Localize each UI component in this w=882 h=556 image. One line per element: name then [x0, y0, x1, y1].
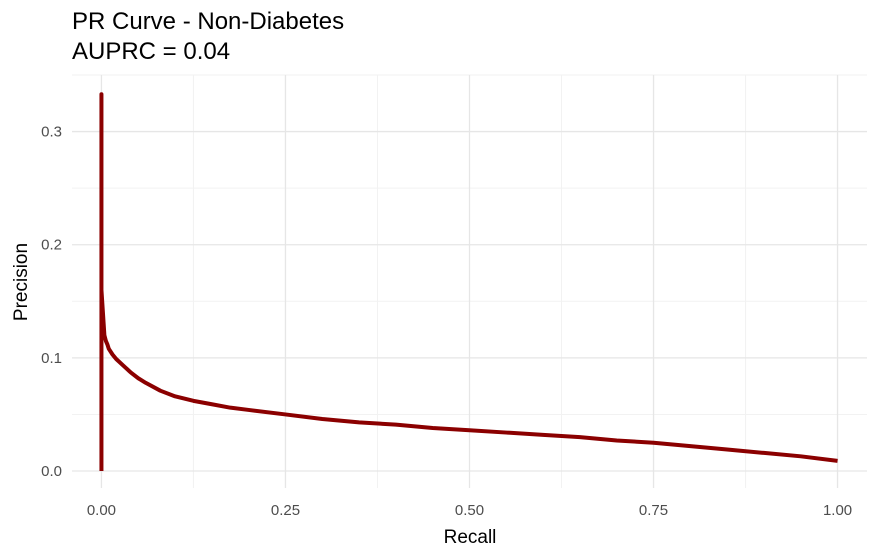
x-axis-label: Recall [444, 527, 497, 548]
x-tick-label: 1.00 [823, 502, 852, 519]
y-tick-labels: 0.0 0.1 0.2 0.3 [41, 124, 62, 480]
chart-title: PR Curve - Non-Diabetes [72, 8, 345, 35]
y-tick-label: 0.2 [41, 237, 62, 254]
y-tick-label: 0.3 [41, 124, 62, 141]
y-tick-label: 0.1 [41, 350, 62, 367]
x-tick-labels: 0.00 0.25 0.50 0.75 1.00 [87, 502, 852, 519]
y-tick-label: 0.0 [41, 463, 62, 480]
series-layer [99, 92, 838, 472]
major-gridlines [72, 75, 867, 488]
x-tick-label: 0.00 [87, 502, 116, 519]
chart-subtitle: AUPRC = 0.04 [72, 38, 231, 65]
pr-curve-line [99, 92, 838, 472]
x-tick-label: 0.25 [271, 502, 300, 519]
y-axis-label: Precision [11, 243, 32, 321]
x-tick-label: 0.75 [639, 502, 668, 519]
x-tick-label: 0.50 [455, 502, 484, 519]
